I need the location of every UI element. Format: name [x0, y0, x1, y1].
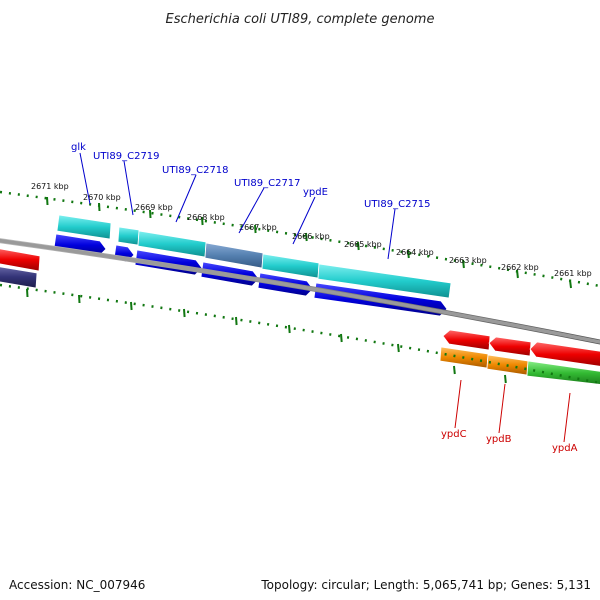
gene-partial-red [0, 248, 41, 272]
gene-label-uti89-c2717: UTI89_C2717 [234, 178, 301, 189]
gene-label-ypda: ypdA [552, 443, 578, 454]
kbp-label: 2664 kbp [396, 248, 434, 257]
gene-track-outer [56, 214, 452, 299]
gene-partial-navy [0, 266, 38, 289]
inner-tick-ring [0, 283, 600, 385]
gene-label-glk: glk [71, 142, 86, 153]
kbp-labels: 2671 kbp 2670 kbp 2669 kbp 2668 kbp 2667… [31, 182, 592, 278]
kbp-label: 2671 kbp [31, 182, 69, 191]
kbp-label: 2668 kbp [187, 213, 225, 222]
kbp-label: 2661 kbp [554, 269, 592, 278]
gene-label-uti89-c2715: UTI89_C2715 [364, 199, 431, 210]
bottom-gene-labels: ypdC ypdB ypdA [441, 379, 578, 454]
cds-arrow-ypda-rev [529, 341, 600, 367]
gene-uti89-c2719 [117, 226, 140, 246]
cds-track-reverse [442, 329, 600, 367]
cds-arrow-ypdc-rev [442, 329, 491, 351]
kbp-label: 2670 kbp [83, 193, 121, 202]
kbp-label: 2663 kbp [449, 256, 487, 265]
kbp-label: 2669 kbp [135, 203, 173, 212]
top-gene-labels: glk UTI89_C2719 UTI89_C2718 UTI89_C2717 … [71, 142, 431, 260]
gene-label-uti89-c2718: UTI89_C2718 [162, 165, 229, 176]
accession-text: Accession: NC_007946 [9, 578, 146, 592]
kbp-label: 2662 kbp [501, 263, 539, 272]
left-partial-genes [0, 248, 41, 289]
outer-tick-ring [0, 190, 600, 288]
map-title: Escherichia coli UTI89, complete genome [166, 12, 435, 27]
cds-arrow-glk [53, 233, 107, 257]
kbp-label: 2666 kbp [292, 232, 330, 241]
outer-major-ticks [46, 196, 572, 289]
gene-label-ypdb: ypdB [486, 434, 512, 445]
gene-uti89-c2715 [317, 263, 452, 299]
genome-summary-text: Topology: circular; Length: 5,065,741 bp… [261, 578, 591, 592]
kbp-label: 2667 kbp [239, 223, 277, 232]
gene-label-ypde: ypdE [303, 187, 328, 198]
kbp-label: 2665 kbp [344, 240, 382, 249]
gene-ypda [526, 360, 600, 385]
gene-glk [56, 214, 112, 240]
cds-arrow-ypdb-rev [488, 336, 532, 357]
gene-label-uti89-c2719: UTI89_C2719 [93, 151, 160, 162]
inner-major-ticks [26, 288, 507, 384]
gene-label-ypdc: ypdC [441, 429, 467, 440]
